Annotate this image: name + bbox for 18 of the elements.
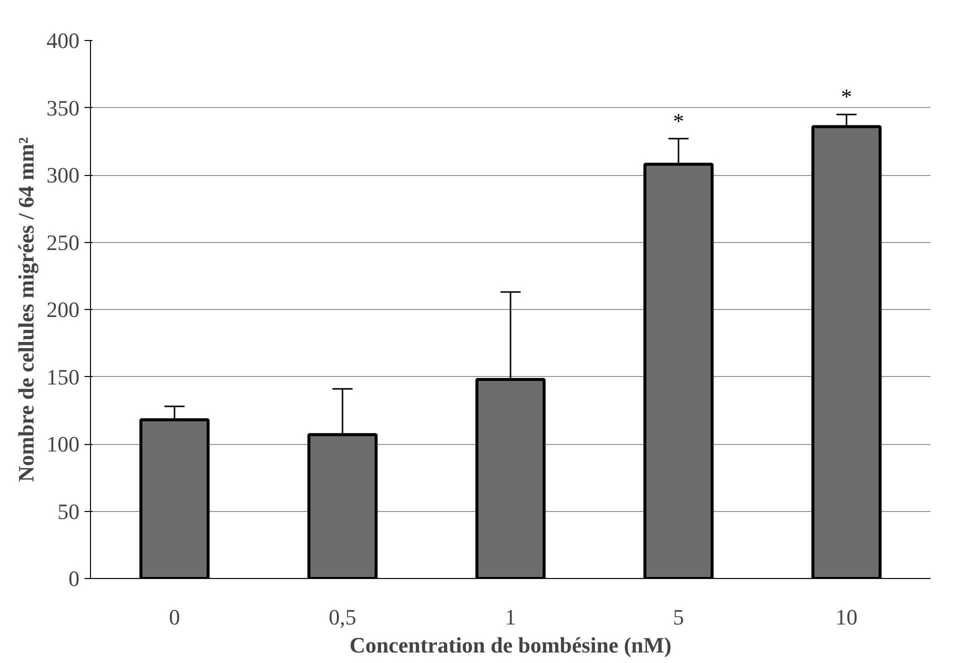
x-tick-label: 0,5 [328,604,356,630]
x-tick-label: 5 [673,604,684,630]
x-axis-title: Concentration de bombésine (nM) [349,632,672,658]
x-tick-label: 1 [505,604,516,630]
data-label: * [673,108,684,134]
data-label: * [841,84,852,110]
y-tick-label: 300 [46,162,80,188]
y-tick-label: 400 [46,28,80,53]
y-tick-label: 150 [46,364,80,390]
y-tick-label: 250 [46,230,80,255]
y-tick-label: 100 [46,432,80,456]
y-tick-label: 200 [46,297,80,322]
y-tick-label: 0 [68,566,80,591]
y-tick-label: 350 [46,95,80,120]
y-tick-label: 50 [58,498,80,524]
x-tick-label: 0 [169,604,180,630]
x-tick-label: 10 [836,604,858,630]
y-axis-title: Nombre de cellules migrées / 64 mm² [14,136,38,482]
